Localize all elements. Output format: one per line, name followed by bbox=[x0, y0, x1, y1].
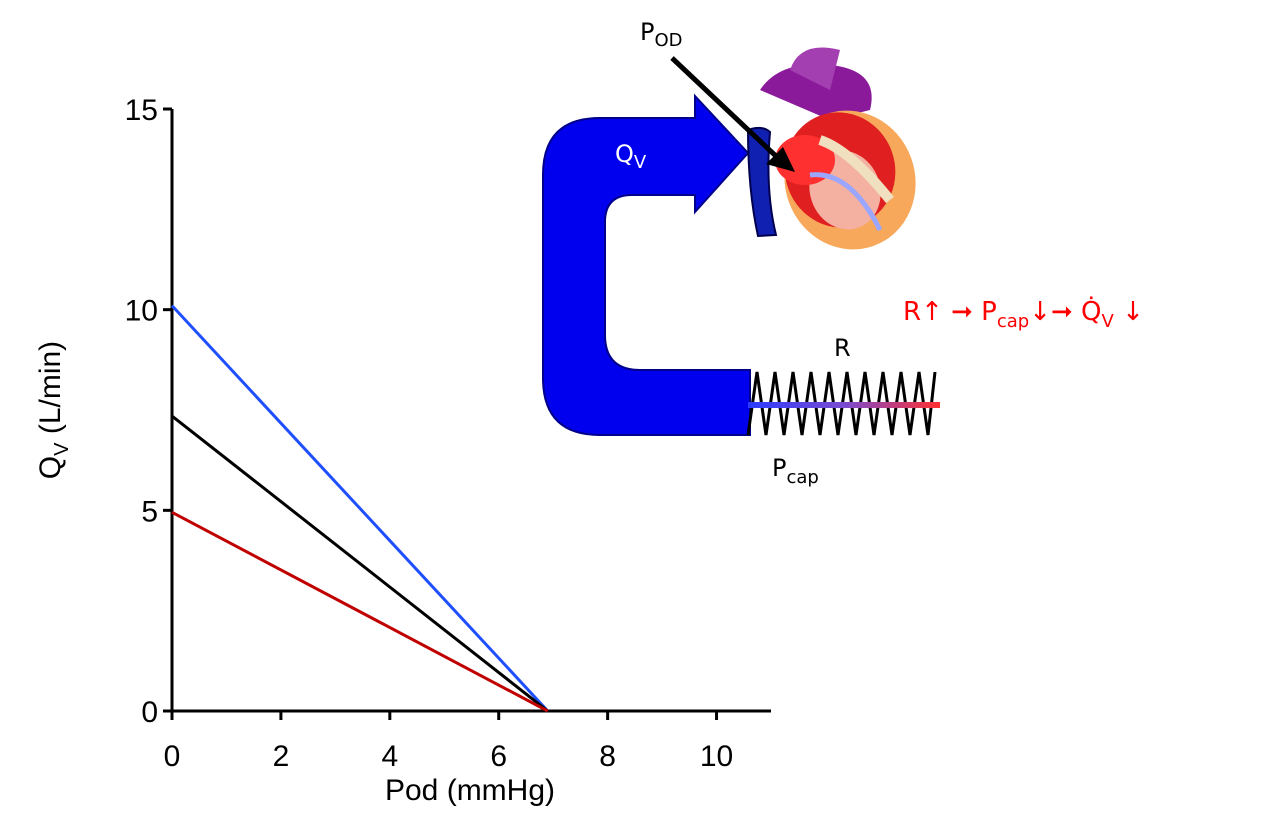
formula-part: ↓➞ Q̇ bbox=[1029, 295, 1101, 327]
x-tick-label: 0 bbox=[164, 740, 181, 773]
y-axis-label: QV (L/min) bbox=[34, 341, 73, 479]
series-line bbox=[171, 414, 549, 713]
pod-main: P bbox=[640, 18, 654, 46]
heart bbox=[760, 47, 916, 250]
pointer-line bbox=[670, 56, 780, 160]
formula-sub: cap bbox=[997, 311, 1029, 332]
formula-sub: V bbox=[1102, 311, 1115, 332]
qv-sub: V bbox=[634, 152, 647, 173]
vein bbox=[746, 126, 778, 238]
y-tick-label: 0 bbox=[141, 696, 158, 729]
pcap-sub: cap bbox=[786, 467, 818, 488]
y-tick-label: 10 bbox=[125, 295, 158, 328]
y-label-sub: V bbox=[51, 442, 73, 456]
x-tick-label: 6 bbox=[490, 740, 507, 773]
x-tick-label: 8 bbox=[599, 740, 616, 773]
x-tick-label: 4 bbox=[381, 740, 398, 773]
pcap-main: P bbox=[772, 454, 786, 482]
x-axis-label: Pod (mmHg) bbox=[385, 774, 555, 807]
pod-label: POD bbox=[640, 18, 683, 51]
x-tick-label: 2 bbox=[273, 740, 290, 773]
series-line bbox=[170, 304, 549, 713]
y-label-rest: (L/min) bbox=[34, 341, 67, 443]
qv-label: QV bbox=[615, 140, 647, 173]
qv-main: Q bbox=[615, 140, 634, 168]
pointer-head bbox=[766, 147, 795, 172]
formula: R↑ ➞ Pcap↓➞ Q̇V ↓ bbox=[903, 295, 1144, 332]
y-tick-label: 5 bbox=[141, 495, 158, 528]
series-line bbox=[171, 511, 549, 713]
pcap-label: Pcap bbox=[772, 454, 819, 488]
y-label-main: Q bbox=[34, 456, 67, 479]
formula-part: R↑ ➞ P bbox=[903, 297, 997, 327]
pod-sub: OD bbox=[654, 30, 682, 51]
flow-arrow bbox=[542, 93, 751, 436]
r-label: R bbox=[834, 334, 851, 362]
x-tick-label: 10 bbox=[700, 740, 733, 773]
formula-part: ↓ bbox=[1114, 297, 1144, 327]
capillary bbox=[748, 402, 940, 408]
y-tick-label: 15 bbox=[125, 94, 158, 127]
